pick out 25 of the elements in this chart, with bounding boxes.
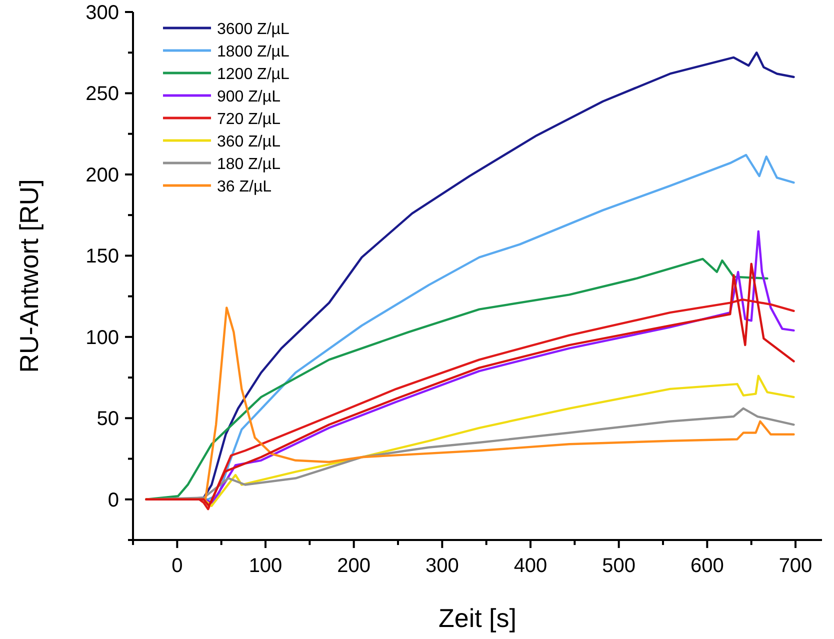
y-tick-label: 300 — [86, 2, 119, 24]
legend-label: 720 Z/µL — [217, 111, 281, 128]
y-tick-label: 200 — [86, 164, 119, 186]
legend-label: 1800 Z/µL — [217, 44, 290, 60]
legend-label: 900 Z/µL — [217, 88, 281, 106]
x-tick-label: 0 — [172, 555, 183, 577]
y-tick-label: 150 — [86, 246, 119, 268]
y-tick-label: 0 — [108, 489, 119, 512]
legend-label: 180 Z/µL — [217, 156, 281, 173]
x-tick-label: 300 — [425, 555, 459, 577]
legend-label: 360 Z/µL — [217, 134, 281, 150]
y-tick-label: 250 — [86, 83, 119, 106]
legend-label: 1200 Z/µL — [217, 66, 290, 83]
y-tick-label: 50 — [96, 408, 119, 430]
legend-label: 36 Z/µL — [217, 178, 272, 196]
x-tick-label: 100 — [248, 555, 282, 577]
x-tick-label: 200 — [337, 555, 371, 577]
y-axis-title: RU-Antwort [RU] — [14, 179, 44, 373]
x-tick-label: 600 — [690, 555, 724, 577]
x-tick-label: 500 — [602, 555, 636, 577]
x-axis-title: Zeit [s] — [438, 603, 517, 633]
x-tick-label: 700 — [778, 555, 812, 577]
legend-label: 3600 Z/µL — [217, 21, 290, 38]
x-tick-label: 400 — [514, 555, 548, 577]
y-tick-label: 100 — [86, 326, 119, 349]
